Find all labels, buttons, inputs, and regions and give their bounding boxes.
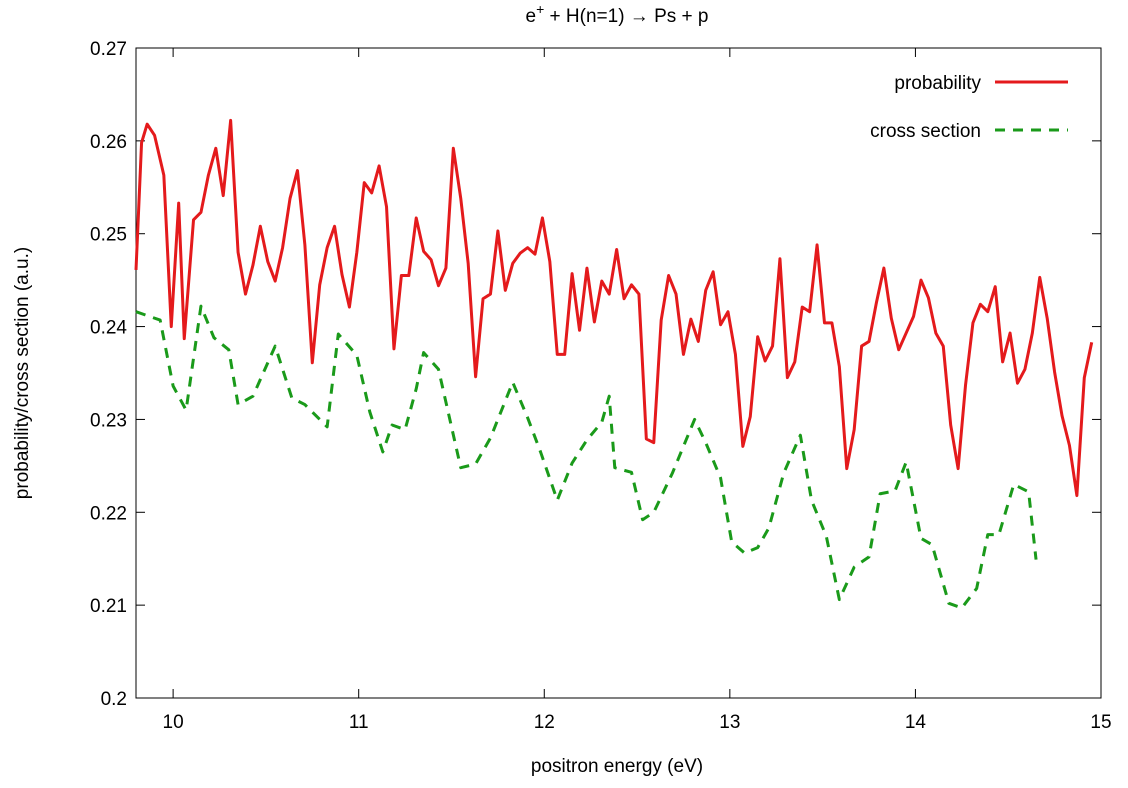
y-tick-label: 0.26 xyxy=(90,132,127,153)
chart-title: e+ + H(n=1) → Ps + p xyxy=(526,1,709,27)
title-part: e xyxy=(526,6,537,27)
y-tick-label: 0.27 xyxy=(90,39,127,60)
y-axis-label: probability/cross section (a.u.) xyxy=(12,247,33,499)
legend-label: cross section xyxy=(870,121,981,142)
y-tick-label: 0.2 xyxy=(101,689,127,710)
x-tick-label: 15 xyxy=(1090,712,1111,733)
y-tick-label: 0.21 xyxy=(90,596,127,617)
y-tick-label: 0.24 xyxy=(90,318,127,339)
x-tick-label: 11 xyxy=(349,712,369,733)
x-tick-label: 12 xyxy=(534,712,555,733)
y-tick-label: 0.25 xyxy=(90,225,127,246)
y-tick-label: 0.22 xyxy=(90,503,127,524)
title-superscript: + xyxy=(536,1,544,17)
x-tick-label: 13 xyxy=(719,712,740,733)
x-axis-label: positron energy (eV) xyxy=(531,756,703,777)
x-tick-label: 14 xyxy=(905,712,927,733)
plot-border xyxy=(135,47,1102,699)
legend-label: probability xyxy=(894,73,981,94)
series-line xyxy=(134,118,1094,498)
title-part: + H(n=1) → Ps + p xyxy=(544,6,708,27)
y-tick-label: 0.23 xyxy=(90,410,127,431)
x-tick-label: 10 xyxy=(163,712,184,733)
series-line xyxy=(135,304,1038,610)
